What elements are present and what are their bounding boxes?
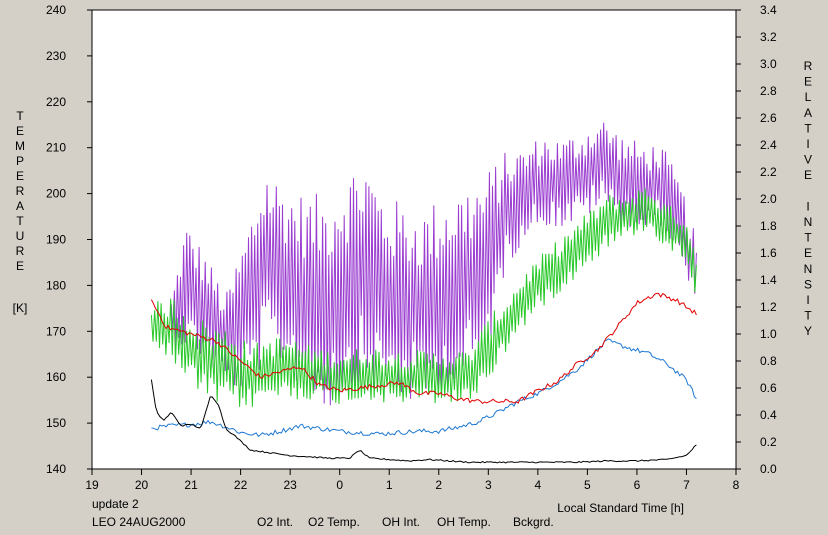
y-right-tick-label: 0.2 [760, 435, 777, 449]
y-right-tick-label: 2.2 [760, 165, 777, 179]
y-left-tick-label: 140 [46, 462, 66, 476]
y-left-title-letter: T [16, 109, 24, 123]
y-left-title-letter: E [16, 169, 24, 183]
y-right-tick-label: 0.0 [760, 462, 777, 476]
y-right-tick-label: 0.4 [760, 408, 777, 422]
y-right-tick-label: 1.2 [760, 300, 777, 314]
y-right-title-letter: S [804, 277, 812, 291]
y-right-title-letter: E [804, 246, 812, 260]
y-left-title-letter: T [16, 214, 24, 228]
x-tick-label: 4 [535, 478, 542, 492]
y-right-title-letter: T [804, 231, 812, 245]
x-tick-label: 20 [135, 478, 149, 492]
y-right-tick-label: 1.0 [760, 327, 777, 341]
y-right-title-letter: N [804, 262, 813, 276]
y-right-tick-label: 0.8 [760, 354, 777, 368]
y-left-tick-label: 210 [46, 141, 66, 155]
y-left-title-letter: E [16, 124, 24, 138]
x-tick-label: 23 [283, 478, 297, 492]
y-left-title-letter: R [16, 184, 25, 198]
status-text: update 2 [92, 497, 139, 511]
y-right-tick-label: 2.0 [760, 192, 777, 206]
y-right-tick-label: 3.0 [760, 57, 777, 71]
y-right-tick-label: 1.8 [760, 219, 777, 233]
y-left-tick-label: 240 [46, 3, 66, 17]
y-left-tick-label: 220 [46, 95, 66, 109]
y-left-unit: [K] [13, 301, 28, 315]
x-tick-label: 22 [234, 478, 248, 492]
legend-entry-background: Bckgrd. [513, 515, 554, 529]
series-line-o2_int [151, 338, 697, 438]
x-tick-label: 6 [634, 478, 641, 492]
y-left-title-letter: R [16, 244, 25, 258]
y-left-tick-label: 160 [46, 370, 66, 384]
plot-area [91, 9, 737, 470]
y-right-title-letter: I [806, 199, 809, 213]
x-tick-label: 19 [85, 478, 99, 492]
y-left-tick-label: 230 [46, 49, 66, 63]
y-right-title-letter: I [806, 137, 809, 151]
y-right-title-letter: E [804, 168, 812, 182]
x-tick-label: 1 [386, 478, 393, 492]
x-tick-label: 0 [336, 478, 343, 492]
y-right-title-letter: R [804, 59, 813, 73]
series-line-oh_int [150, 292, 697, 405]
y-right-title-letter: E [804, 75, 812, 89]
y-right-tick-label: 0.6 [760, 381, 777, 395]
y-left-tick-label: 180 [46, 278, 66, 292]
x-axis: 19 20 21 22 23 0 1 2 3 4 5 6 7 8 [85, 469, 740, 492]
series-line-background [150, 379, 697, 464]
y-left-title-letter: M [15, 139, 25, 153]
y-right-tick-label: 3.2 [760, 30, 777, 44]
y-right-title-letter: I [806, 293, 809, 307]
x-tick-label: 8 [733, 478, 740, 492]
y-right-tick-label: 3.4 [760, 3, 777, 17]
y-left-tick-label: 200 [46, 187, 66, 201]
y-right-title-letter: Y [804, 324, 812, 338]
y-right-title-letter: T [804, 309, 812, 323]
y-left-title-letter: P [16, 154, 24, 168]
x-tick-label: 5 [584, 478, 591, 492]
series-line-oh_temp [150, 188, 697, 407]
y-right-tick-label: 2.8 [760, 84, 777, 98]
y-right-title-letter: N [804, 215, 813, 229]
legend: O2 Int. O2 Temp. OH Int. OH Temp. Bckgrd. [257, 515, 554, 529]
x-tick-label: 21 [184, 478, 198, 492]
y-right-tick-label: 1.4 [760, 273, 777, 287]
y-right-tick-label: 1.6 [760, 246, 777, 260]
y-axis-right: 0.0 0.2 0.4 0.6 0.8 1.0 1.2 1.4 1.6 1.8 2.0 2.2 2.4 2… [736, 3, 777, 476]
y-left-tick-label: 150 [46, 416, 66, 430]
legend-entry-oh_int: OH Int. [382, 515, 420, 529]
y-left-title-letter: E [16, 259, 24, 273]
series-layer [150, 122, 697, 464]
series-line-o2_temp [170, 122, 697, 406]
y-right-tick-label: 2.6 [760, 111, 777, 125]
y-right-title-letter: T [804, 121, 812, 135]
x-tick-label: 2 [435, 478, 442, 492]
x-tick-label: 7 [683, 478, 690, 492]
y-left-title-letter: U [16, 229, 25, 243]
y-axis-left: 140 150 160 170 180 190 200 210 220 230 240 [46, 3, 92, 476]
legend-entry-oh_temp: OH Temp. [437, 515, 491, 529]
y-right-title-letter: A [804, 106, 812, 120]
y-left-title-letter: A [16, 199, 24, 213]
legend-entry-o2_int: O2 Int. [257, 515, 293, 529]
station-date-label: LEO 24AUG2000 [92, 515, 186, 529]
y-right-title-letter: L [805, 90, 812, 104]
x-tick-label: 3 [485, 478, 492, 492]
y-left-tick-label: 190 [46, 233, 66, 247]
y-right-title-letter: V [804, 153, 812, 167]
y-left-tick-label: 170 [46, 324, 66, 338]
legend-entry-o2_temp: O2 Temp. [308, 515, 360, 529]
x-axis-title: Local Standard Time [h] [557, 501, 684, 515]
y-right-tick-label: 2.4 [760, 138, 777, 152]
